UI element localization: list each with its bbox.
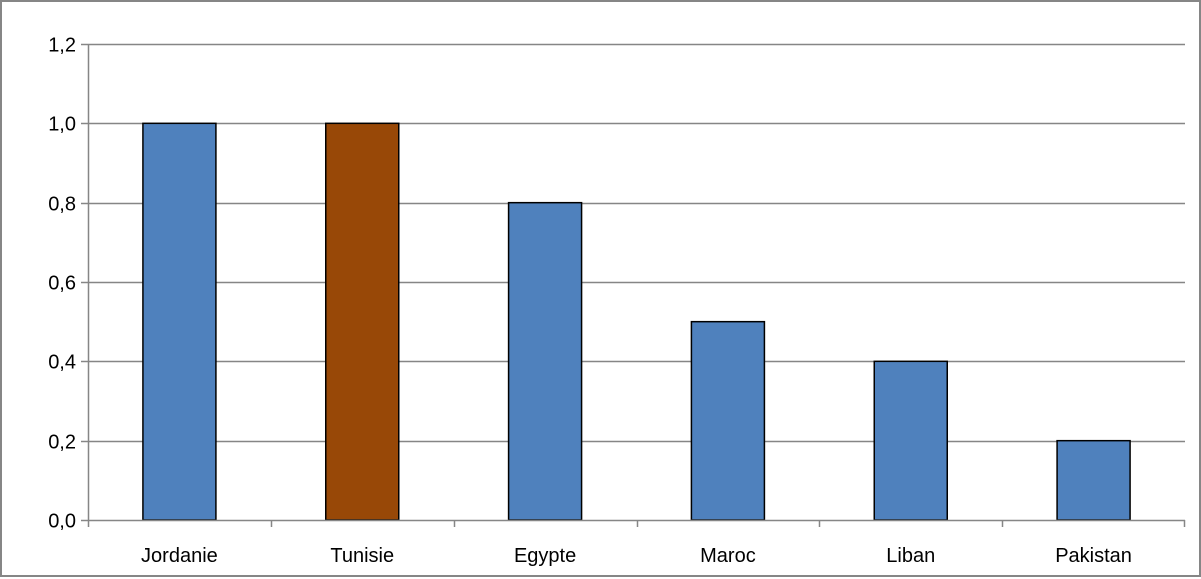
bar-tunisie	[325, 122, 400, 521]
tick-labels: 0,0 0,2 0,4 0,6 0,8 1,0 1,2 Jordanie Tunisie Egyp…	[48, 35, 1132, 568]
bar-liban	[873, 360, 948, 521]
y-tick-label: 0,0	[48, 511, 76, 533]
x-tick-label: Liban	[886, 545, 935, 567]
y-tick-label: 0,4	[48, 352, 76, 374]
bar-egypte	[507, 201, 583, 521]
y-tick-label: 0,8	[48, 194, 76, 216]
x-tick-label: Pakistan	[1055, 545, 1132, 567]
bar-maroc	[690, 320, 766, 521]
y-tick-label: 1,2	[48, 35, 76, 57]
x-tick-label: Jordanie	[141, 545, 218, 567]
gridlines	[88, 43, 1185, 443]
x-tick-label: Maroc	[700, 545, 756, 567]
x-tick-label: Egypte	[514, 545, 576, 567]
bars	[142, 122, 1131, 521]
axes	[81, 43, 1186, 527]
y-tick-label: 0,2	[48, 432, 76, 454]
x-tick-label: Tunisie	[330, 545, 394, 567]
bar-pakistan	[1056, 439, 1131, 521]
y-tick-label: 1,0	[48, 114, 76, 136]
bar-jordanie	[142, 122, 217, 521]
y-tick-label: 0,6	[48, 273, 76, 295]
